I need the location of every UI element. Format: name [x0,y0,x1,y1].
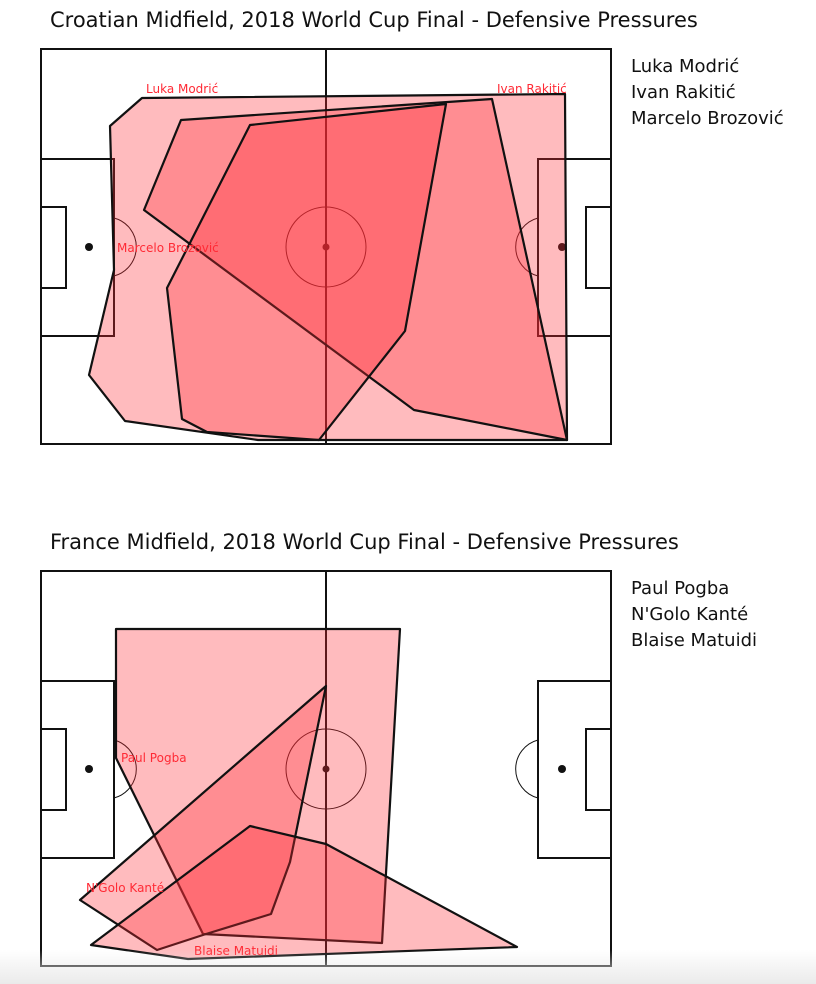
france-panel: France Midfield, 2018 World Cup Final - … [0,522,816,984]
pressure-zone-marcelo-brozovic [165,102,448,442]
chart-title: Croatian Midfield, 2018 World Cup Final … [50,8,698,32]
legend-entry: Ivan Rakitić [631,82,736,103]
legend-entry: Luka Modrić [631,56,740,77]
pitch-markings [40,48,612,445]
pitch-markings [40,570,612,967]
legend-entry: Blaise Matuidi [631,630,758,651]
bottom-fade [0,950,816,984]
chart-title: France Midfield, 2018 World Cup Final - … [50,530,679,554]
legend-entry: Paul Pogba [631,578,730,599]
pressure-zone-luka-modric [87,92,569,442]
pressure-zone-paul-pogba [114,627,402,945]
legend-france: Paul Pogba N'Golo Kanté Blaise Matuidi [631,576,757,654]
pressure-zone-ivan-rakitic [142,97,569,442]
legend-croatia: Luka Modrić Ivan Rakitić Marcelo Brozovi… [631,54,784,132]
legend-entry: N'Golo Kanté [631,604,749,625]
legend-entry: Marcelo Brozović [631,108,784,129]
pitch-croatia: Luka Modrić Ivan Rakitić Marcelo Brozovi… [40,48,612,445]
player-label-ivan-rakitic: Ivan Rakitić [497,82,567,96]
player-label-ngolo-kante: N'Golo Kanté [86,881,164,895]
player-label-marcelo-brozovic: Marcelo Brozović [117,241,219,255]
pressure-zone-ngolo-kante [78,684,328,952]
player-label-luka-modric: Luka Modrić [146,82,218,96]
player-label-paul-pogba: Paul Pogba [121,751,187,765]
pitch-france: Paul Pogba N'Golo Kanté Blaise Matuidi [40,570,612,967]
croatia-panel: Croatian Midfield, 2018 World Cup Final … [40,8,784,445]
